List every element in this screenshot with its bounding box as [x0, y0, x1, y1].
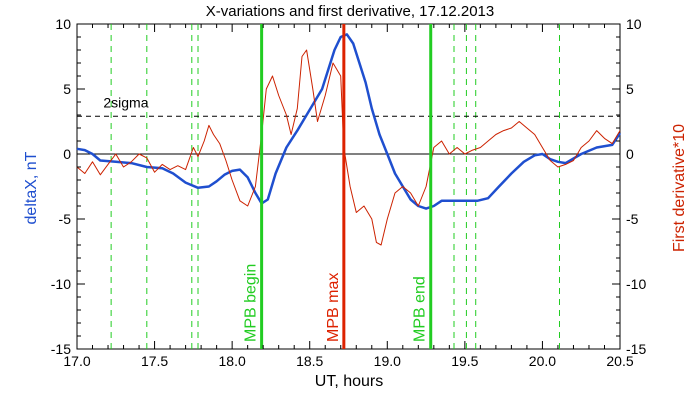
x-tick-label-4: 19.0 — [374, 353, 401, 369]
x-tick-label-3: 18.5 — [296, 353, 323, 369]
y-tick-label-left-1: 5 — [63, 81, 71, 97]
y-tick-label-left-3: -5 — [59, 211, 72, 227]
sigma-label: 2sigma — [103, 94, 148, 110]
y-tick-label-right-4: -10 — [626, 276, 646, 292]
plot-frame — [76, 23, 621, 350]
x-tick-label-2: 18.0 — [219, 353, 246, 369]
mpb-begin-label: MPB begin — [243, 264, 260, 342]
series-line-derivative — [76, 49, 621, 246]
y-axis-label-left: deltaX, nT — [23, 151, 40, 224]
x-tick-label-7: 20.5 — [606, 353, 633, 369]
y-tick-label-left-2: 0 — [63, 146, 71, 162]
y-tick-label-right-1: 5 — [626, 81, 634, 97]
x-axis-label: UT, hours — [315, 373, 383, 390]
x-tick-label-0: 17.0 — [63, 353, 90, 369]
y-tick-label-right-3: -5 — [626, 211, 639, 227]
y-tick-label-left-0: 10 — [55, 16, 71, 32]
series-line-deltax — [76, 33, 622, 210]
y-tick-label-right-2: 0 — [626, 146, 634, 162]
x-tick-label-5: 19.5 — [451, 353, 478, 369]
y-axis-label-right: First derivative*10 — [671, 124, 688, 252]
y-tick-label-left-5: -15 — [51, 341, 71, 357]
x-tick-label-6: 20.0 — [529, 353, 556, 369]
chart-title: X-variations and first derivative, 17.12… — [206, 3, 495, 20]
y-tick-label-left-4: -10 — [51, 276, 71, 292]
x-tick-label-1: 17.5 — [141, 353, 168, 369]
plot-area: 2sigma MPB begin MPB max MPB end 17.0 17.5 18.… — [51, 16, 647, 369]
mpb-end-label: MPB end — [412, 276, 429, 342]
mpb-max-label: MPB max — [325, 273, 342, 342]
y-tick-label-right-0: 10 — [626, 16, 642, 32]
y-tick-label-right-5: -15 — [626, 341, 646, 357]
